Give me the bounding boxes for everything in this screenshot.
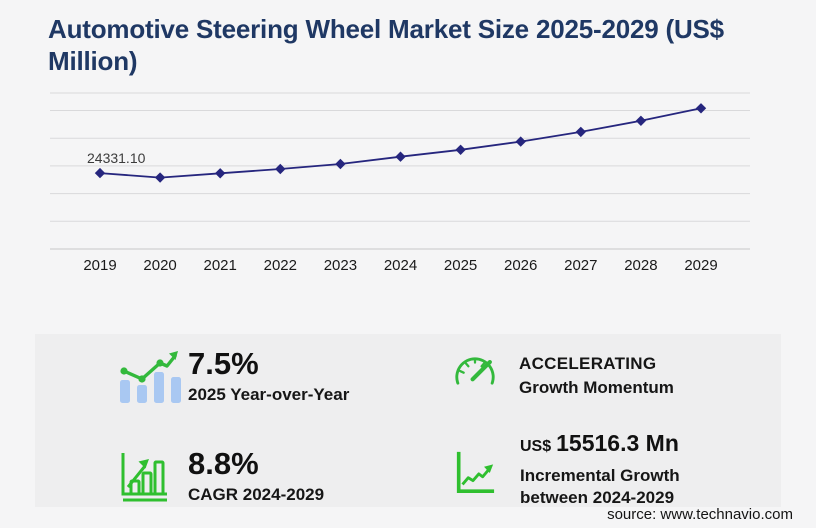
x-tick-2028: 2028 [624, 257, 657, 274]
bar-chart-trend-icon [120, 351, 181, 403]
data-point-2021 [215, 168, 226, 179]
cagr-value: 8.8% [188, 446, 259, 481]
growth-bars-icon [121, 453, 167, 502]
data-point-2028 [635, 115, 647, 126]
incremental-value: 15516.3 Mn [556, 430, 679, 456]
market-line-chart: 2019 2020 2021 2022 2023 2024 2025 2026 2027 2028… [50, 92, 750, 274]
source-attribution: source: www.technavio.com [607, 506, 793, 523]
data-point-2023 [335, 158, 346, 170]
x-tick-2024: 2024 [384, 257, 417, 274]
data-point-2027 [575, 126, 586, 138]
momentum-label: Growth Momentum [519, 378, 674, 397]
x-tick-2027: 2027 [564, 257, 597, 274]
x-tick-2020: 2020 [143, 257, 176, 274]
x-tick-2023: 2023 [324, 257, 357, 274]
chart-axes-arrow-icon [456, 451, 495, 493]
yoy-label: 2025 Year-over-Year [188, 385, 350, 404]
x-tick-2022: 2022 [264, 257, 297, 274]
chart-data-label: 24331.10 [87, 150, 146, 166]
momentum-status: ACCELERATING [519, 354, 657, 373]
data-point-2024 [395, 151, 406, 162]
data-point-2026 [515, 136, 526, 147]
data-point-2029 [695, 103, 707, 114]
x-tick-2026: 2026 [504, 257, 537, 274]
data-point-2025 [455, 144, 466, 155]
stat-cagr: 8.8% CAGR 2024-2029 [118, 446, 324, 506]
incremental-currency: US$ [520, 438, 552, 455]
x-tick-2021: 2021 [204, 257, 237, 274]
incremental-label-line2: between 2024-2029 [520, 488, 675, 507]
data-point-2020 [154, 172, 166, 183]
data-point-2022 [275, 163, 286, 175]
yoy-value: 7.5% [188, 346, 259, 381]
page-title: Automotive Steering Wheel Market Size 20… [48, 14, 724, 76]
x-tick-2019: 2019 [83, 257, 116, 274]
cagr-label: CAGR 2024-2029 [188, 485, 325, 504]
stat-yoy: 7.5% 2025 Year-over-Year [112, 346, 349, 408]
speedometer-icon [455, 357, 495, 385]
x-tick-2029: 2029 [684, 257, 717, 274]
stat-incremental: US$ 15516.3 Mn Incremental Growth betwee… [452, 430, 680, 509]
data-point-2019 [94, 167, 106, 179]
stat-momentum: ACCELERATING Growth Momentum [452, 352, 674, 400]
incremental-label-line1: Incremental Growth [520, 466, 680, 485]
market-size-line [99, 107, 702, 179]
x-tick-2025: 2025 [444, 257, 477, 274]
